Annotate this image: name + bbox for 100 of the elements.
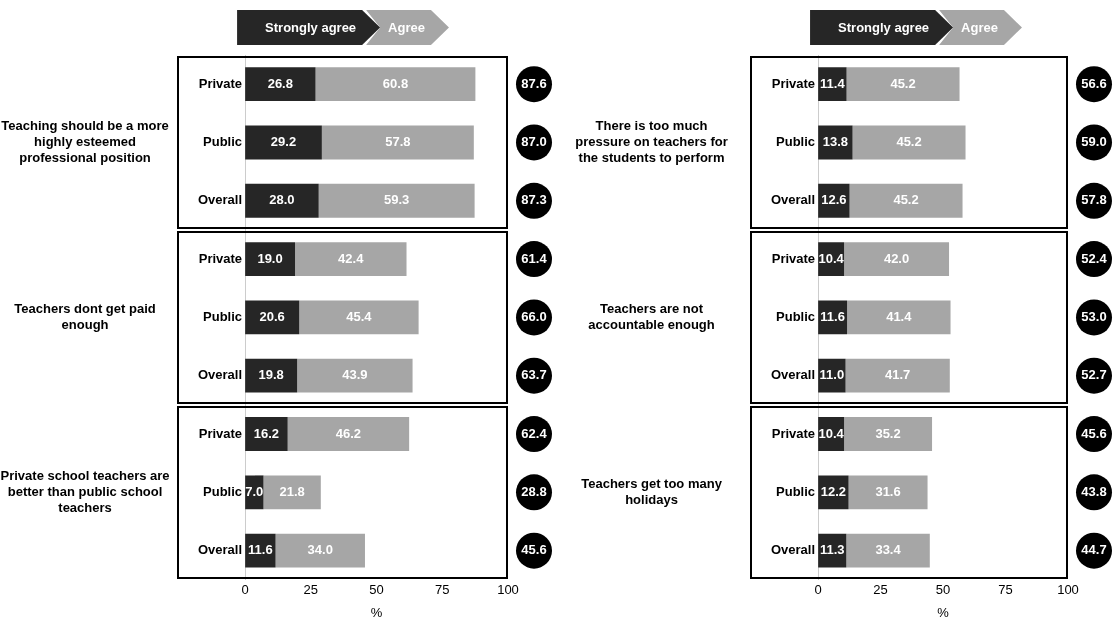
text: Private school teachers are better than public school teachers <box>0 467 170 515</box>
text: 28.8 <box>521 483 547 499</box>
y-tick-label: Overall <box>197 542 243 558</box>
data-label: 28.0 <box>269 192 295 208</box>
data-label: 11.0 <box>819 367 845 383</box>
data-label: 31.6 <box>875 483 901 499</box>
text: 87.3 <box>521 192 547 208</box>
data-label: 45.2 <box>893 192 919 208</box>
text: 63.7 <box>521 367 547 383</box>
bar <box>263 475 321 510</box>
y-tick-label: Private <box>198 250 243 266</box>
text: Strongly agree <box>237 10 381 45</box>
text: 56.6 <box>1081 75 1107 91</box>
x-tick-label: 100 <box>497 582 519 598</box>
text: Teachers are not accountable enough <box>588 300 715 332</box>
y-tick-label: Overall <box>770 367 816 383</box>
text: Agree <box>939 10 1022 45</box>
text: 59.0 <box>1081 134 1107 150</box>
data-label: 45.2 <box>896 134 922 150</box>
y-tick-label: Public <box>203 308 243 324</box>
x-tick-label: 25 <box>873 582 888 598</box>
text: 87.0 <box>521 134 547 150</box>
data-label: 26.8 <box>267 75 293 91</box>
y-tick-label: Private <box>771 425 816 441</box>
bar <box>297 358 413 393</box>
text: 62.4 <box>521 425 548 441</box>
bar <box>852 125 966 160</box>
data-label: 42.0 <box>883 250 910 266</box>
data-label: 19.8 <box>258 367 284 383</box>
data-label: 45.4 <box>346 308 373 324</box>
bar <box>846 67 960 102</box>
bar <box>299 300 419 335</box>
data-label: 11.6 <box>820 308 845 324</box>
data-label: 21.8 <box>279 483 305 499</box>
y-tick-label: Public <box>776 134 816 150</box>
data-label: 41.4 <box>886 308 913 324</box>
text: Teaching should be a more highly esteemed professional position <box>1 118 169 166</box>
y-tick-label: Public <box>776 308 816 324</box>
bar <box>849 183 963 218</box>
x-tick-label: 0 <box>241 582 249 598</box>
text: 52.4 <box>1081 250 1108 266</box>
data-label: 12.2 <box>820 483 846 499</box>
data-label: 16.2 <box>253 425 280 441</box>
data-label: 11.3 <box>819 542 845 558</box>
data-label: 11.6 <box>248 542 273 558</box>
data-label: 42.4 <box>338 250 365 266</box>
bar <box>275 533 365 568</box>
text: 57.8 <box>1081 192 1107 208</box>
text: 87.6 <box>521 75 547 91</box>
x-tick-label: 50 <box>369 582 384 598</box>
text: 66.0 <box>521 308 547 324</box>
data-label: 11.4 <box>820 75 846 91</box>
data-label: 45.2 <box>890 75 916 91</box>
data-label: 10.4 <box>818 425 845 441</box>
data-label: 35.2 <box>875 425 901 441</box>
data-label: 60.8 <box>382 75 409 91</box>
data-label: 43.9 <box>342 367 368 383</box>
data-label: 34.0 <box>307 542 333 558</box>
y-tick-label: Overall <box>770 192 816 208</box>
x-axis-title: % <box>937 604 950 620</box>
bar <box>844 417 933 451</box>
bar <box>846 533 930 568</box>
text: 53.0 <box>1081 308 1107 324</box>
data-label: 10.4 <box>818 250 845 266</box>
text: 45.6 <box>1081 425 1107 441</box>
bar <box>245 67 316 102</box>
bar <box>845 358 950 393</box>
bar <box>245 242 296 276</box>
text: 43.8 <box>1081 483 1107 499</box>
text: 45.6 <box>521 542 547 558</box>
data-label: 57.8 <box>385 134 411 150</box>
y-tick-label: Private <box>198 75 243 91</box>
text: 44.7 <box>1081 542 1107 558</box>
bar <box>847 300 951 335</box>
y-tick-label: Private <box>771 75 816 91</box>
data-label: 41.7 <box>885 367 911 383</box>
y-tick-label: Public <box>776 483 816 499</box>
y-tick-label: Public <box>203 483 243 499</box>
text: There is too much pressure on teachers for the students to perform <box>575 118 728 166</box>
y-tick-label: Overall <box>197 367 243 383</box>
bar <box>844 242 950 276</box>
text: Agree <box>366 10 449 45</box>
y-tick-label: Overall <box>770 542 816 558</box>
data-label: 13.8 <box>822 134 848 150</box>
bar <box>287 417 410 451</box>
y-tick-label: Private <box>771 250 816 266</box>
data-label: 59.3 <box>384 192 410 208</box>
data-label: 29.2 <box>270 134 297 150</box>
bar <box>295 242 407 276</box>
data-label: 20.6 <box>259 308 285 324</box>
text: 61.4 <box>521 250 548 266</box>
x-axis-title: % <box>370 604 383 620</box>
bar <box>245 125 322 160</box>
x-tick-label: 100 <box>1057 582 1079 598</box>
text: 52.7 <box>1081 367 1107 383</box>
data-label: 33.4 <box>875 542 902 558</box>
data-label: 46.2 <box>335 425 362 441</box>
bar <box>245 183 319 218</box>
text: Teachers dont get paid enough <box>14 300 156 332</box>
x-tick-label: 25 <box>303 582 319 598</box>
